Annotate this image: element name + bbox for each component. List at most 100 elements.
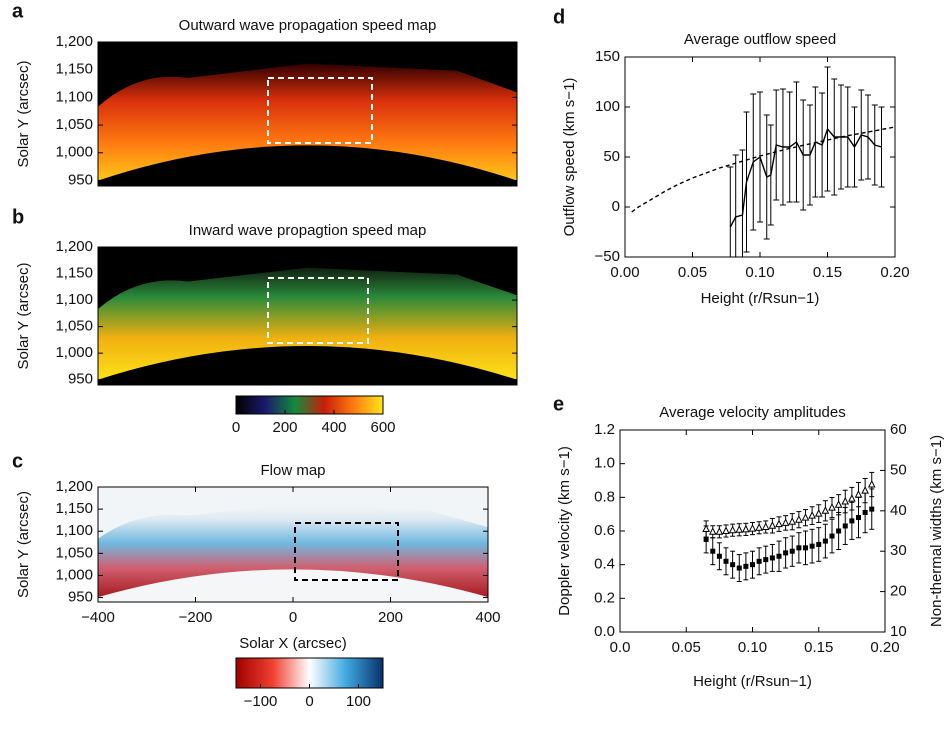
marker-triangle [801, 513, 810, 521]
marker-triangle [861, 485, 869, 494]
y-tick-label: 1,100 [55, 291, 93, 308]
marker-square [809, 543, 815, 549]
y-tick-label: 1.2 [594, 421, 615, 438]
marker-triangle [841, 496, 850, 505]
marker-square [776, 553, 782, 559]
marker-triangle [722, 526, 730, 534]
error-bar [851, 106, 858, 188]
x-tick-label: 0.10 [738, 639, 767, 656]
marker-square [862, 509, 868, 515]
y-tick-label: 50 [603, 148, 620, 165]
marker-square [703, 536, 709, 542]
error-bar [767, 124, 774, 226]
y-tick-label: 100 [595, 98, 620, 115]
x-tick-label: 0 [289, 609, 297, 626]
y-tick-label: 1,100 [55, 88, 93, 105]
marker-triangle [795, 515, 803, 523]
y2-tick-label: 40 [890, 502, 907, 519]
map-frame [97, 41, 518, 187]
y-tick-label: 0.8 [594, 488, 615, 505]
marker-triangle [702, 524, 710, 532]
y2-tick-label: 10 [890, 623, 907, 640]
marker-square [736, 565, 742, 571]
y-axis-label: Solar Y (arcsec) [15, 263, 32, 370]
panel-label: d [553, 6, 565, 28]
solar-limb [98, 145, 517, 186]
x-tick-label: 0.10 [745, 264, 774, 281]
x-tick-label: 0.20 [870, 639, 899, 656]
error-bar [773, 89, 780, 201]
y-tick-label: 1,150 [55, 61, 93, 78]
y-tick-label: 1,000 [55, 566, 93, 583]
y-axis-label: Doppler velocity (km s−1) [556, 446, 573, 616]
x-tick-label: 0.15 [813, 264, 842, 281]
y-tick-label: 0.0 [594, 623, 615, 640]
error-bar [865, 94, 871, 180]
x-tick-label: 0.15 [804, 639, 833, 656]
x-tick-label: −200 [179, 609, 213, 626]
marker-triangle [755, 523, 763, 531]
line [631, 126, 895, 213]
error-bar [806, 104, 813, 206]
colorbar [235, 657, 384, 689]
y-axis-label: Solar Y (arcsec) [15, 491, 32, 598]
marker-triangle [867, 479, 876, 488]
y-tick-label: 1,200 [55, 238, 93, 255]
marker-square [710, 548, 716, 554]
y-tick-label: 0.4 [594, 556, 615, 573]
x-tick-label: 0.0 [610, 639, 631, 656]
y-axis-label: Outflow speed (km s−1) [561, 78, 578, 237]
marker-square [756, 558, 762, 564]
y2-axis-label: Non-thermal widths (km s−1) [928, 435, 945, 627]
y-tick-label: 1.0 [594, 455, 615, 472]
colorbar-tick-label: 600 [370, 419, 395, 436]
colorbar-tick-label: 0 [232, 419, 240, 436]
map-image [98, 487, 488, 602]
error-bar [871, 104, 878, 186]
error-bar [878, 106, 885, 188]
error-bar [844, 86, 851, 188]
y-tick-label: 950 [68, 171, 93, 188]
marker-square [783, 550, 789, 556]
error-bar [793, 81, 800, 203]
y-tick-label: 1,000 [55, 144, 93, 161]
marker-square [750, 562, 755, 568]
marker-triangle [728, 525, 737, 534]
colorbar-tick-label: 400 [321, 419, 346, 436]
y-axis-label: Solar Y (arcsec) [15, 61, 32, 168]
x-tick-label: 0.20 [880, 264, 909, 281]
panel-label: e [553, 393, 564, 415]
marker-triangle [735, 525, 744, 533]
y-tick-label: −50 [595, 248, 620, 265]
y-tick-label: 150 [595, 48, 620, 65]
y-tick-label: 950 [68, 371, 93, 388]
colorbar-tick-label: 100 [346, 693, 371, 710]
error-bar [739, 149, 746, 257]
error-bar [831, 78, 838, 196]
x-axis-label: Solar X (arcsec) [239, 635, 347, 652]
y-tick-label: 950 [68, 589, 93, 606]
x-axis-label: Height (r/Rsun−1) [693, 673, 812, 690]
error-bar [743, 111, 750, 253]
marker-square [829, 533, 835, 539]
error-bar [757, 91, 763, 223]
chart-title: Average velocity amplitudes [659, 404, 846, 421]
marker-triangle [821, 506, 830, 514]
error-bar [786, 91, 793, 203]
marker-triangle [748, 523, 757, 532]
y-tick-label: 1,050 [55, 544, 93, 561]
error-bar [800, 99, 807, 211]
marker-square [796, 545, 802, 551]
y-tick-label: 1,150 [55, 265, 93, 282]
marker-square [816, 541, 822, 547]
region-box [267, 77, 373, 144]
x-tick-label: 0.05 [678, 264, 707, 281]
error-bar [763, 114, 770, 240]
error-bar [727, 166, 734, 257]
y-tick-label: 0.6 [594, 522, 615, 539]
marker-triangle [742, 524, 750, 533]
marker-triangle [715, 527, 724, 535]
x-tick-label: 0.00 [610, 264, 639, 281]
map-image [98, 42, 517, 186]
y-tick-label: 1,200 [55, 33, 93, 50]
